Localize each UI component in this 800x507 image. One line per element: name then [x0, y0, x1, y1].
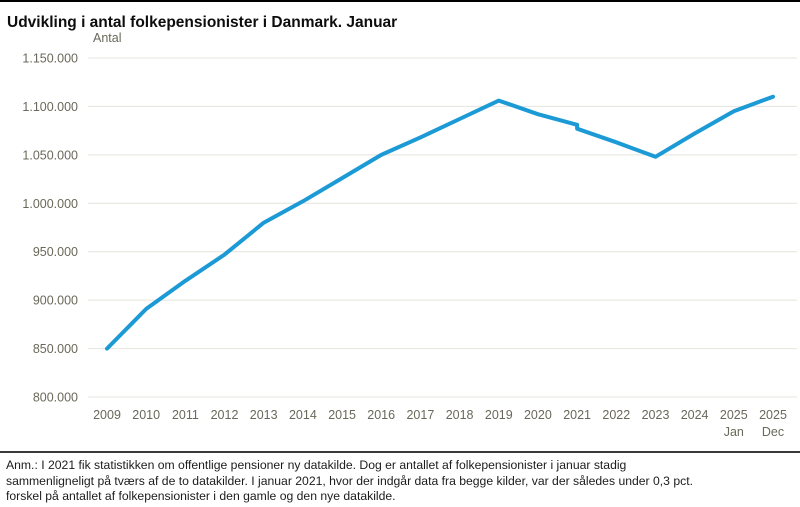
x-tick-label: 2020	[524, 408, 552, 422]
x-tick-sublabel: Jan	[724, 425, 744, 439]
y-axis-title: Antal	[93, 31, 122, 45]
footnote-line-2: sammenligneligt på tværs af de to dataki…	[6, 473, 693, 488]
x-tick-label: 2011	[172, 408, 199, 422]
x-tick-label: 2023	[642, 408, 670, 422]
x-tick-label: 2019	[485, 408, 513, 422]
y-tick-label: 950.000	[33, 245, 78, 259]
x-tick-label: 2021	[563, 408, 591, 422]
y-axis-tick-labels: 1.150.000 1.100.000 1.050.000 1.000.000 950.…	[22, 52, 78, 405]
x-tick-label: 2010	[132, 408, 160, 422]
y-tick-label: 800.000	[33, 391, 78, 405]
x-tick-label: 2009	[93, 408, 121, 422]
line-chart: 1.150.000 1.100.000 1.050.000 1.000.000 950.…	[22, 31, 797, 439]
x-tick-label: 2018	[446, 408, 474, 422]
y-tick-label: 850.000	[33, 342, 78, 356]
top-border-rule	[0, 0, 800, 2]
data-line	[105, 94, 775, 351]
x-tick-label: 2024	[681, 408, 709, 422]
y-tick-label: 1.100.000	[22, 100, 78, 114]
y-gridlines	[88, 57, 797, 398]
x-tick-sublabel: Dec	[762, 425, 784, 439]
y-tick-label: 1.000.000	[22, 197, 78, 211]
x-tick-label: 2014	[289, 408, 317, 422]
x-tick-label: 2012	[211, 408, 239, 422]
x-tick-label: 2015	[328, 408, 356, 422]
y-tick-label: 1.050.000	[22, 148, 78, 162]
y-tick-label: 900.000	[33, 294, 78, 308]
footnote-line-1: Anm.: I 2021 fik statistikken om offentl…	[6, 458, 627, 472]
footnote: Anm.: I 2021 fik statistikken om offentl…	[6, 458, 798, 505]
x-tick-label: 2025	[720, 408, 748, 422]
x-tick-label: 2017	[406, 408, 434, 422]
x-tick-label: 2016	[367, 408, 395, 422]
x-axis-tick-labels: 2009 2010 2011 2012 2013 2014 2015 2016 2017 2018…	[93, 408, 787, 439]
footnote-line-3: forskel på antallet af folkepensionister…	[6, 489, 396, 504]
chart-title: Udvikling i antal folkepensionister i Da…	[7, 14, 398, 32]
footnote-separator-rule	[0, 451, 800, 453]
x-tick-label: 2013	[250, 408, 278, 422]
y-tick-label: 1.150.000	[22, 52, 78, 66]
x-tick-label: 2022	[602, 408, 630, 422]
x-tick-label: 2025	[759, 408, 787, 422]
